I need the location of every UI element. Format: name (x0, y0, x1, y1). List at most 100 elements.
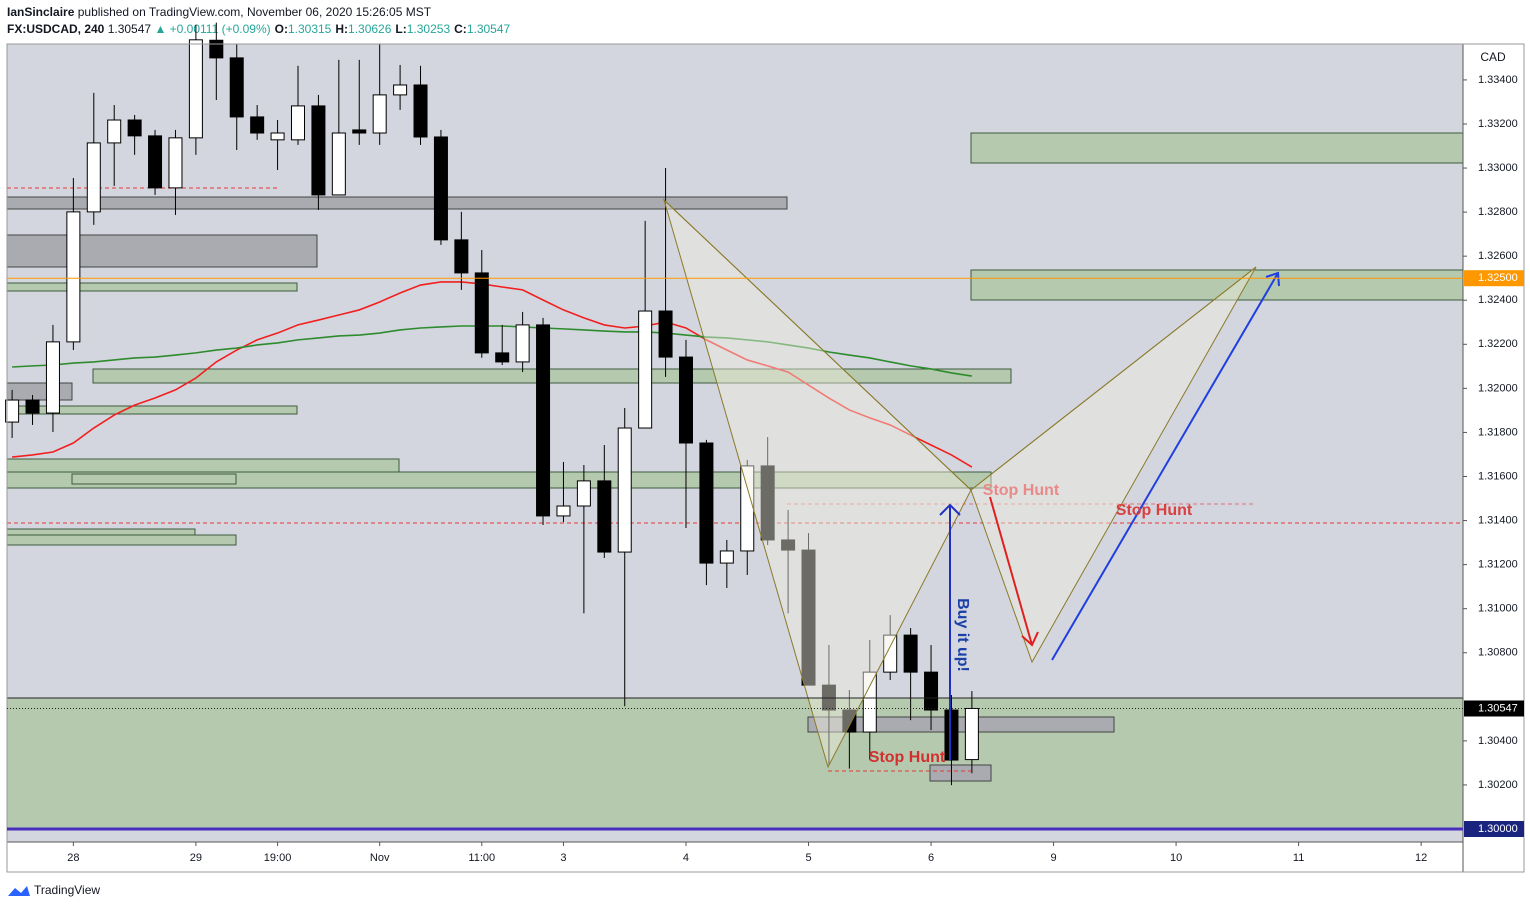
candle-body (250, 116, 265, 134)
zone (6, 234, 318, 268)
frame (6, 43, 1525, 873)
brand: TradingView (34, 883, 100, 897)
candle-body (188, 39, 203, 139)
y-tick-label: 1.32800 (1478, 206, 1518, 218)
axes: 1.33400 1.33200 1.33000 1.32800 1.32600 1.324… (7, 74, 1524, 864)
ohlc-value: 1.30626 (348, 22, 392, 36)
ohlc: O:1.30315 H:1.30626 L:1.30253 C:1.30547 (271, 22, 511, 36)
x-tick-label: 12 (1415, 852, 1427, 864)
candle-body (536, 324, 551, 517)
price-label: 1.32500 (1478, 272, 1518, 284)
x-tick-label: 29 (190, 852, 202, 864)
moving-average (12, 325, 973, 377)
arrows (939, 271, 1280, 760)
y-tick-label: 1.33200 (1478, 118, 1518, 130)
candle-body (576, 480, 591, 507)
candle-body (433, 136, 448, 241)
candle-body (45, 341, 60, 414)
candle-body (352, 129, 367, 134)
candle-body (393, 84, 408, 96)
candle-body (719, 550, 734, 564)
y-tick-label: 1.31600 (1478, 470, 1518, 482)
pattern-line (663, 199, 1257, 491)
zone (6, 697, 1464, 830)
candle-body (740, 465, 755, 552)
y-tick-label: 1.31800 (1478, 426, 1518, 438)
ohlc-key: L: (395, 22, 407, 36)
candle-body (372, 94, 387, 134)
zone (6, 534, 237, 546)
candle-body (924, 671, 939, 711)
price-label: 1.30000 (1478, 823, 1518, 835)
x-tick-label: 6 (928, 852, 934, 864)
x-tick-label: 19:00 (264, 852, 292, 864)
y-tick-label: 1.31400 (1478, 514, 1518, 526)
x-tick-label: 11:00 (468, 852, 495, 864)
candle-body (168, 137, 183, 189)
y-tick-label: 1.32200 (1478, 338, 1518, 350)
zones (6, 132, 1464, 830)
x-tick-label: 11 (1293, 852, 1304, 864)
candle-body (495, 352, 510, 363)
ohlc-key: H: (335, 22, 349, 36)
candle-body (413, 84, 428, 138)
candle-body (944, 709, 959, 761)
y-tick-label: 1.30200 (1478, 779, 1518, 791)
published: published on TradingView.com, November 0… (77, 5, 432, 19)
y-tick-label: 1.31200 (1478, 559, 1518, 571)
x-tick-label: 3 (560, 852, 566, 864)
ohlc-value: 1.30315 (287, 22, 332, 36)
arrow (939, 503, 961, 760)
candle-body (209, 39, 224, 59)
author: IanSinclaire (7, 5, 75, 19)
ohlc-key: O: (274, 22, 288, 36)
harmonic-pattern (663, 198, 1257, 769)
publish-line: IanSinclaire published on TradingView.co… (7, 5, 431, 19)
candles (5, 22, 979, 786)
candle-body (25, 399, 40, 414)
candle-body (964, 707, 979, 761)
price: 1.30547 (107, 22, 152, 36)
symbol-line: FX:USDCAD, 240 1.30547 ▲ +0.00111 (+0.09… (7, 22, 510, 36)
logo (8, 886, 30, 896)
candle-body (331, 132, 346, 196)
moving-averages (12, 281, 973, 468)
candle-body (229, 57, 244, 118)
candle-body (270, 132, 285, 141)
zone (807, 716, 1115, 733)
price-label-bg (1464, 821, 1524, 838)
y-tick-label: 1.30800 (1478, 647, 1518, 659)
candle-body (597, 480, 612, 553)
price-label: 1.30547 (1478, 702, 1518, 714)
annotation: Stop Hunt (983, 482, 1060, 499)
zone (970, 269, 1464, 301)
logo-icon (8, 886, 30, 896)
y-tick-label: 1.33400 (1478, 74, 1518, 86)
x-tick-label: 9 (1051, 852, 1057, 864)
ohlc-value: 1.30547 (466, 22, 511, 36)
zone (970, 132, 1464, 164)
annotation: Stop Hunt (1116, 502, 1193, 519)
candle-body (781, 539, 796, 551)
annotation: Stop Hunt (869, 749, 946, 766)
annotation: Buy it up! (954, 598, 971, 672)
ohlc-key: C: (454, 22, 467, 36)
candle-body (474, 272, 489, 354)
ohlc-value: 1.30253 (406, 22, 451, 36)
candle-body (842, 709, 857, 733)
x-tick-label: 5 (805, 852, 811, 864)
zone (6, 382, 73, 401)
x-tick-label: Nov (370, 852, 390, 864)
candle-body (290, 105, 305, 141)
zone (929, 764, 992, 782)
candle-body (862, 671, 877, 733)
price-label-bg (1464, 270, 1524, 287)
candle-body (148, 135, 163, 189)
y-tick-label: 1.30400 (1478, 735, 1518, 747)
candle-body (801, 549, 816, 686)
candle-body (678, 356, 693, 444)
candle-body (66, 211, 81, 343)
change: ▲ +0.00111 (+0.09%) (154, 22, 271, 36)
candle-body (127, 119, 142, 137)
